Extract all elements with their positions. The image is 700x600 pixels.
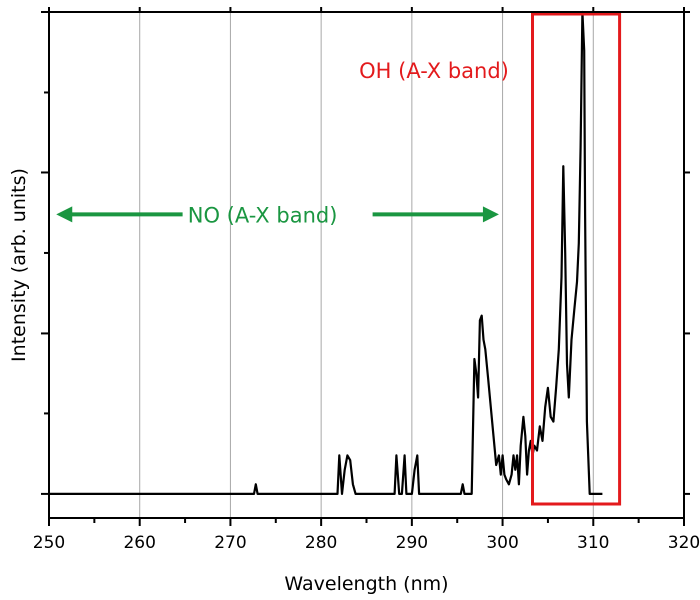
x-tick-label: 300: [486, 533, 518, 553]
spectrum-line: [49, 10, 603, 495]
x-axis-title: Wavelength (nm): [284, 573, 448, 595]
oh-band-label: OH (A-X band): [359, 59, 509, 83]
oh-band-box: [531, 12, 622, 506]
no-band-label: NO (A-X band): [188, 203, 338, 227]
gridlines: [139, 12, 594, 518]
no-arrowhead-right: [482, 206, 499, 223]
x-tick-label: 320: [668, 533, 700, 553]
x-tick-label: 280: [305, 533, 337, 553]
x-tick-label: 290: [396, 533, 428, 553]
x-tick-label: 260: [123, 533, 155, 553]
annotation-layer: NO (A-X band) OH (A-X band): [56, 12, 622, 506]
series-layer: [49, 10, 603, 495]
x-tick-label: 250: [33, 533, 65, 553]
axes: 250 260 270 280 290 300 310 320: [33, 7, 700, 553]
no-arrowhead-left: [56, 206, 73, 223]
x-tick-label: 270: [214, 533, 246, 553]
x-tick-label: 310: [577, 533, 609, 553]
y-axis-title: Intensity (arb. units): [8, 168, 30, 362]
